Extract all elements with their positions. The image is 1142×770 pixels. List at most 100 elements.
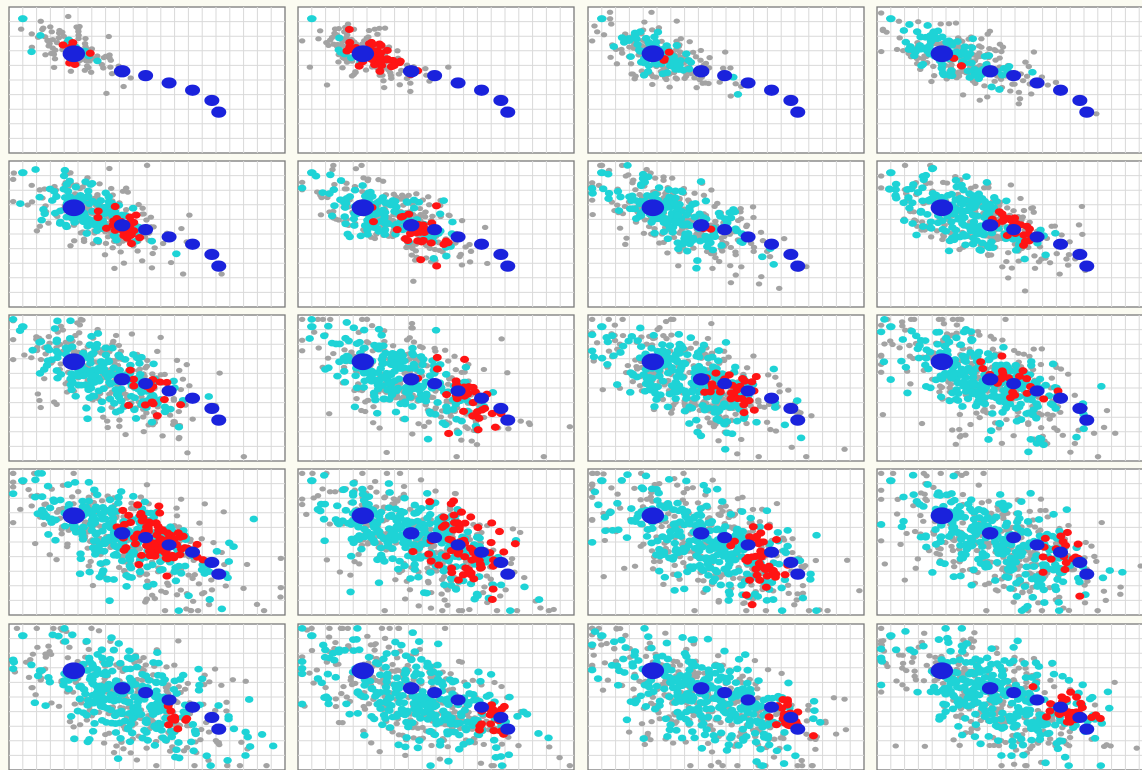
grey-point — [737, 216, 745, 222]
cyan-point — [722, 429, 732, 437]
cyan-point — [1079, 425, 1088, 433]
grey-point — [364, 176, 372, 182]
cyan-point — [339, 367, 349, 375]
red-point — [125, 213, 135, 221]
cyan-point — [422, 390, 431, 398]
grey-point — [962, 432, 969, 438]
grey-point — [82, 35, 89, 42]
grey-point — [34, 391, 42, 397]
trajectory-point — [790, 260, 806, 272]
red-point — [957, 62, 967, 70]
cyan-corner-marker — [307, 15, 317, 23]
cyan-point — [710, 233, 720, 241]
cyan-point — [355, 338, 364, 346]
cyan-point — [31, 166, 40, 173]
grey-point — [28, 44, 36, 50]
cyan-point — [995, 419, 1004, 427]
grey-point — [1021, 288, 1029, 294]
grey-point — [697, 47, 705, 54]
grey-point — [626, 44, 633, 50]
red-point — [148, 400, 158, 408]
cyan-point — [664, 186, 674, 194]
grey-point — [68, 494, 76, 500]
cyan-point — [979, 204, 988, 211]
grey-point — [697, 57, 704, 63]
grey-point — [140, 429, 148, 435]
cyan-point — [905, 21, 914, 28]
grey-point — [196, 520, 203, 526]
grey-point — [151, 245, 158, 251]
cyan-point — [720, 445, 730, 453]
cyan-point — [336, 196, 345, 204]
grey-point — [1002, 316, 1009, 322]
grey-point — [143, 596, 151, 602]
grey-point — [750, 214, 757, 221]
grey-point — [222, 583, 230, 589]
grey-point — [341, 186, 349, 192]
grey-point — [198, 536, 205, 542]
cyan-point — [910, 52, 919, 60]
cyan-point — [988, 410, 997, 417]
grey-point — [692, 340, 700, 346]
cyan-point — [82, 404, 91, 412]
cyan-point — [667, 382, 677, 390]
cyan-point — [1039, 441, 1048, 449]
grey-point — [763, 419, 771, 425]
grey-point — [138, 258, 146, 264]
red-point — [444, 429, 454, 438]
cyan-point — [380, 212, 389, 220]
grey-point — [504, 370, 511, 376]
cyan-point — [954, 390, 963, 397]
cyan-point — [1001, 404, 1011, 412]
trajectory-point — [161, 77, 177, 89]
cyan-point — [629, 371, 638, 379]
red-point — [726, 389, 736, 397]
cyan-point — [204, 393, 214, 400]
grey-point — [415, 421, 422, 427]
trajectory-point — [764, 392, 780, 404]
grey-point — [989, 404, 996, 410]
trajectory-point — [1006, 224, 1022, 236]
grey-point — [992, 48, 1000, 54]
red-point — [383, 56, 393, 64]
grey-point — [452, 367, 460, 373]
grey-point — [980, 408, 987, 414]
cyan-point — [352, 384, 362, 392]
grey-point — [25, 486, 32, 493]
cyan-point — [87, 379, 97, 386]
grey-point — [906, 342, 913, 348]
grey-point — [480, 366, 488, 373]
cyan-point — [394, 375, 404, 383]
grey-point — [316, 28, 324, 34]
cyan-point — [945, 237, 955, 245]
grey-point — [98, 498, 106, 504]
grey-point — [772, 428, 780, 434]
trajectory-point — [1079, 414, 1095, 426]
grey-point — [100, 65, 107, 71]
grey-point — [881, 341, 888, 347]
cyan-point — [388, 349, 397, 357]
grey-point — [1007, 182, 1015, 188]
grey-point — [1078, 203, 1086, 210]
cyan-point — [52, 367, 62, 374]
grey-point — [704, 415, 711, 421]
grey-point — [1025, 63, 1033, 70]
trajectory-point — [930, 199, 954, 217]
cyan-point — [358, 182, 367, 189]
cyan-point — [395, 360, 405, 368]
cyan-point — [587, 347, 597, 355]
trajectory-point — [717, 378, 733, 390]
grey-point — [978, 36, 985, 42]
cyan-point — [936, 393, 946, 401]
grey-point — [732, 81, 739, 87]
grey-point — [473, 441, 481, 448]
grey-point — [170, 395, 178, 402]
cyan-point — [947, 41, 957, 49]
grey-point — [53, 557, 60, 563]
cyan-point — [979, 230, 989, 238]
grey-point — [326, 316, 334, 322]
grey-point — [808, 413, 815, 419]
grey-point — [76, 340, 83, 346]
red-point — [389, 62, 399, 70]
grey-point — [324, 355, 332, 361]
